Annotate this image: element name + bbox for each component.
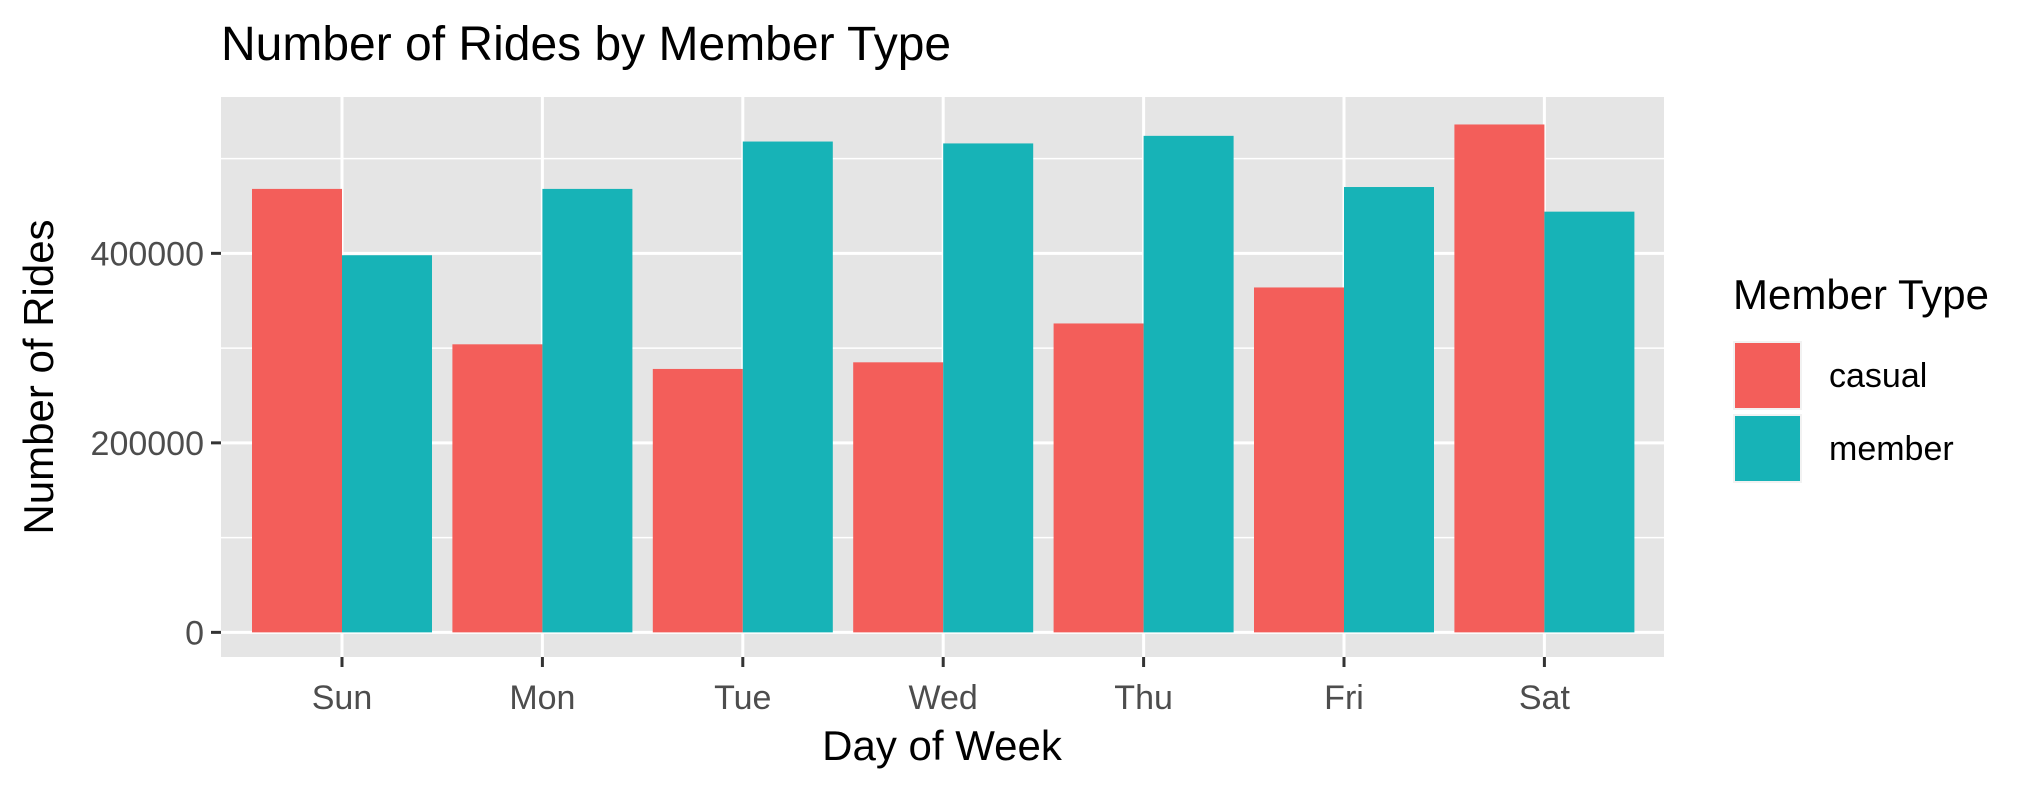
legend-title: Member Type	[1733, 271, 1989, 318]
x-axis-title: Day of Week	[822, 722, 1063, 769]
x-tick-label: Wed	[909, 679, 978, 717]
bar-casual-mon	[452, 344, 543, 633]
legend-label-member: member	[1829, 430, 1954, 468]
y-tick-label: 200000	[91, 425, 204, 463]
x-tick-label: Sun	[312, 679, 373, 717]
y-tick-label: 400000	[91, 235, 204, 273]
bar-member-thu	[1143, 135, 1234, 633]
bar-member-fri	[1344, 187, 1434, 633]
bar-casual-sun	[252, 188, 342, 633]
legend: Member Type casual member	[1733, 271, 1989, 483]
y-axis-title: Number of Rides	[15, 219, 62, 534]
legend-swatch-member	[1735, 416, 1800, 481]
x-tick-label: Fri	[1324, 679, 1364, 717]
bar-casual-thu	[1053, 323, 1144, 633]
x-tick-label: Tue	[714, 679, 771, 717]
chart-title: Number of Rides by Member Type	[221, 18, 951, 71]
legend-swatch-casual	[1735, 343, 1800, 408]
axes: 0 200000 400000 Sun Mon Tue Wed Thu Fri Sat	[91, 235, 1571, 717]
bar-member-wed	[943, 143, 1034, 633]
bar-casual-sat	[1454, 124, 1545, 633]
x-tick-label: Sat	[1519, 679, 1571, 717]
legend-label-casual: casual	[1829, 357, 1927, 395]
bar-casual-tue	[652, 368, 743, 633]
bar-member-sun	[342, 255, 432, 633]
bars	[252, 124, 1635, 633]
x-tick-label: Thu	[1114, 679, 1173, 717]
x-tick-label: Mon	[509, 679, 575, 717]
bar-casual-fri	[1254, 287, 1344, 633]
bar-member-tue	[742, 141, 833, 633]
bar-member-sat	[1544, 211, 1635, 633]
bar-casual-wed	[853, 362, 944, 633]
bar-member-mon	[542, 188, 633, 633]
y-tick-label: 0	[185, 614, 204, 652]
